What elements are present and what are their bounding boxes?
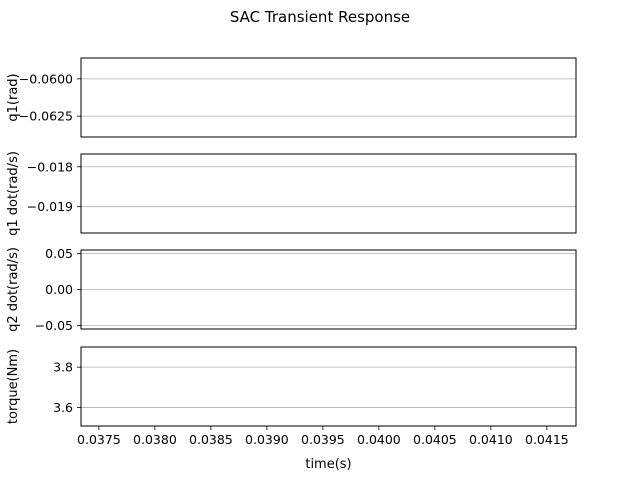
x-axis-label: time(s) <box>305 457 351 472</box>
y-tick-label: 3.6 <box>53 400 73 415</box>
y-tick-label: −0.0625 <box>19 109 73 124</box>
x-tick-label: 0.0400 <box>357 432 401 447</box>
x-tick-label: 0.0405 <box>413 432 457 447</box>
x-tick-label: 0.0395 <box>301 432 345 447</box>
x-tick-label: 0.0410 <box>469 432 513 447</box>
y-tick-label: 0.00 <box>45 282 73 297</box>
y-tick-label: −0.05 <box>35 318 73 333</box>
x-tick-label: 0.0380 <box>133 432 177 447</box>
y-axis-label: q1(rad) <box>6 73 21 121</box>
x-tick-label: 0.0375 <box>77 432 121 447</box>
x-tick-label: 0.0415 <box>525 432 569 447</box>
axes-frame <box>80 153 577 234</box>
axes-frame <box>80 346 577 427</box>
axes-frame <box>80 57 577 138</box>
y-tick-label: 3.8 <box>53 360 73 375</box>
subplot-4: 3.6 3.8 torque(Nm) 0.0375 0.0380 0.0385 0.0390… <box>6 346 577 447</box>
y-tick-label: −0.018 <box>27 159 73 174</box>
subplot-2: −0.019 −0.018 q1 dot(rad/s) <box>6 151 577 236</box>
y-tick-label: −0.019 <box>27 199 73 214</box>
figure-title: SAC Transient Response <box>230 8 410 26</box>
y-tick-label: −0.0600 <box>19 71 73 86</box>
y-axis-label: q1 dot(rad/s) <box>6 151 21 236</box>
x-tick-label: 0.0390 <box>245 432 289 447</box>
y-axis-label: torque(Nm) <box>6 349 21 424</box>
y-axis-label: q2 dot(rad/s) <box>6 247 21 332</box>
y-tick-label: 0.05 <box>45 246 73 261</box>
subplot-3: −0.05 0.00 0.05 q2 dot(rad/s) <box>6 246 577 333</box>
x-tick-label: 0.0385 <box>189 432 233 447</box>
